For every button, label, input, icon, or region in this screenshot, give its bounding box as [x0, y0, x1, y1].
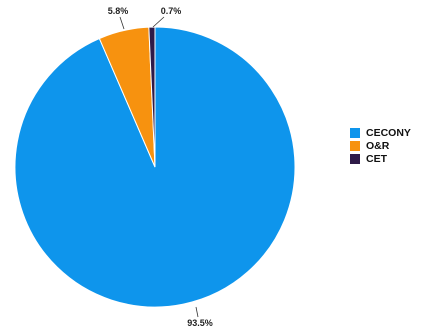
- pie-slices: [14, 26, 296, 308]
- legend-item-cet: CET: [350, 152, 411, 165]
- slice-label-cet: 0.7%: [161, 6, 182, 16]
- legend-swatch-cecony: [350, 127, 360, 138]
- slice-label-o-and-r: 5.8%: [108, 6, 129, 16]
- legend-label-cecony: CECONY: [366, 126, 411, 139]
- legend-item-cecony: CECONY: [350, 126, 411, 139]
- legend-label-cet: CET: [366, 152, 387, 165]
- legend-label-o-and-r: O&R: [366, 139, 390, 152]
- slice-labels: 93.5% 5.8% 0.7%: [108, 6, 213, 328]
- leader-line-o-and-r: [119, 16, 125, 30]
- slice-label-cecony: 93.5%: [187, 318, 213, 328]
- leader-line-cecony: [195, 306, 199, 318]
- pie-slice-cet: [148, 26, 156, 168]
- legend: CECONY O&R CET: [350, 126, 411, 165]
- leader-line-cet: [152, 16, 165, 28]
- legend-swatch-cet: [350, 153, 360, 164]
- leader-lines: [119, 16, 199, 318]
- legend-swatch-o-and-r: [350, 140, 360, 151]
- legend-item-o-and-r: O&R: [350, 139, 411, 152]
